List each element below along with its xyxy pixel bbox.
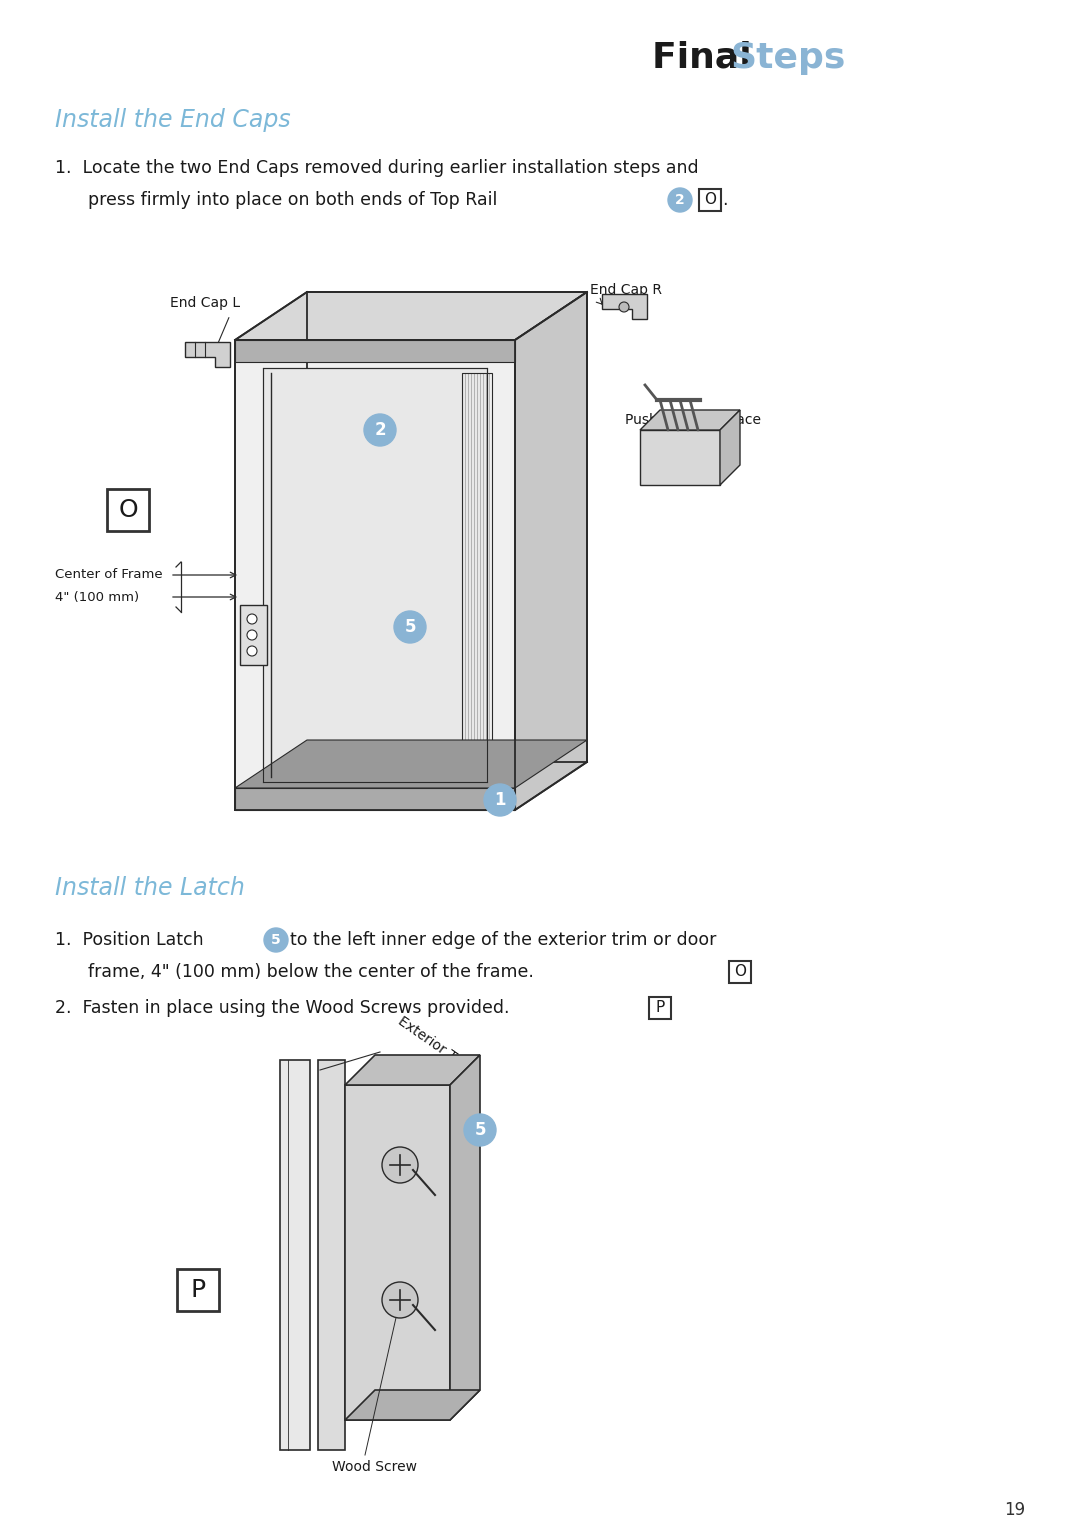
Circle shape bbox=[364, 414, 396, 446]
Polygon shape bbox=[185, 342, 230, 368]
Text: .: . bbox=[723, 192, 728, 208]
Text: Install the Latch: Install the Latch bbox=[55, 876, 245, 899]
Polygon shape bbox=[240, 605, 267, 665]
Circle shape bbox=[619, 302, 629, 313]
Text: 1: 1 bbox=[495, 791, 505, 809]
Polygon shape bbox=[515, 293, 588, 810]
Text: 2: 2 bbox=[374, 421, 386, 440]
Text: 19: 19 bbox=[1004, 1501, 1025, 1520]
Text: Steps: Steps bbox=[730, 41, 846, 75]
Polygon shape bbox=[450, 1056, 480, 1420]
Text: Exterior Trim: Exterior Trim bbox=[395, 1014, 476, 1075]
Polygon shape bbox=[235, 340, 515, 810]
Text: 2: 2 bbox=[675, 193, 685, 207]
Text: 5: 5 bbox=[404, 617, 416, 636]
Text: End Cap R: End Cap R bbox=[590, 283, 662, 297]
Text: 5: 5 bbox=[271, 933, 281, 947]
Text: Wood Screw: Wood Screw bbox=[333, 1460, 418, 1474]
Circle shape bbox=[382, 1147, 418, 1183]
FancyBboxPatch shape bbox=[107, 489, 149, 532]
Polygon shape bbox=[345, 1085, 450, 1420]
Text: Center of Frame: Center of Frame bbox=[55, 568, 163, 582]
Circle shape bbox=[669, 188, 692, 211]
Circle shape bbox=[247, 630, 257, 640]
Polygon shape bbox=[235, 787, 515, 810]
Polygon shape bbox=[264, 368, 487, 781]
Circle shape bbox=[264, 928, 288, 951]
Polygon shape bbox=[280, 1060, 310, 1449]
FancyBboxPatch shape bbox=[729, 961, 751, 984]
Text: O: O bbox=[734, 965, 746, 979]
Polygon shape bbox=[345, 1390, 480, 1420]
Text: P: P bbox=[190, 1278, 205, 1302]
Text: Push firmly in place: Push firmly in place bbox=[625, 414, 761, 427]
FancyBboxPatch shape bbox=[649, 997, 671, 1019]
Circle shape bbox=[247, 647, 257, 656]
Text: O: O bbox=[704, 193, 716, 207]
Circle shape bbox=[484, 784, 516, 817]
Circle shape bbox=[394, 611, 426, 643]
Polygon shape bbox=[640, 430, 720, 486]
Circle shape bbox=[382, 1282, 418, 1318]
Text: Install the End Caps: Install the End Caps bbox=[55, 107, 291, 132]
FancyBboxPatch shape bbox=[699, 188, 721, 211]
Text: End Cap L: End Cap L bbox=[170, 296, 240, 309]
Text: press firmly into place on both ends of Top Rail: press firmly into place on both ends of … bbox=[87, 192, 498, 208]
Polygon shape bbox=[345, 1056, 480, 1085]
Text: frame, 4" (100 mm) below the center of the frame.: frame, 4" (100 mm) below the center of t… bbox=[87, 964, 534, 980]
Circle shape bbox=[247, 614, 257, 624]
Polygon shape bbox=[720, 411, 740, 486]
Polygon shape bbox=[602, 294, 647, 319]
Text: to the left inner edge of the exterior trim or door: to the left inner edge of the exterior t… bbox=[291, 931, 716, 948]
Text: P: P bbox=[656, 1000, 664, 1016]
Polygon shape bbox=[318, 1060, 345, 1449]
Text: 1.  Locate the two End Caps removed during earlier installation steps and: 1. Locate the two End Caps removed durin… bbox=[55, 159, 699, 178]
Text: 1.  Position Latch: 1. Position Latch bbox=[55, 931, 204, 948]
Text: 5: 5 bbox=[474, 1121, 486, 1138]
Text: 2.  Fasten in place using the Wood Screws provided.: 2. Fasten in place using the Wood Screws… bbox=[55, 999, 510, 1017]
FancyBboxPatch shape bbox=[177, 1268, 219, 1311]
Text: Final: Final bbox=[652, 41, 765, 75]
Circle shape bbox=[464, 1114, 496, 1146]
Text: 4" (100 mm): 4" (100 mm) bbox=[55, 590, 139, 604]
Polygon shape bbox=[235, 293, 588, 340]
Polygon shape bbox=[235, 340, 515, 362]
Polygon shape bbox=[640, 411, 740, 430]
Text: O: O bbox=[118, 498, 138, 522]
Polygon shape bbox=[235, 740, 588, 787]
